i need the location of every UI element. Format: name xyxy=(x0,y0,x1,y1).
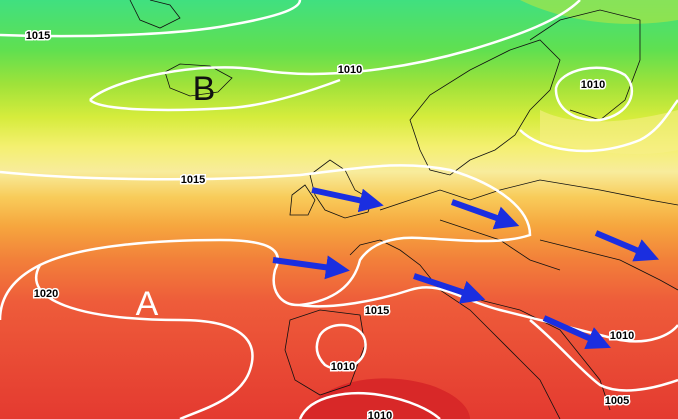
isobar-label: 1015 xyxy=(365,305,389,317)
isobar-label: 1010 xyxy=(581,79,605,91)
isobar-label: 1015 xyxy=(181,174,205,186)
wind-arrow xyxy=(413,273,486,304)
labels: 1015 1010 1010 1015 1020 1015 1010 1010 … xyxy=(24,28,635,419)
isobar-label: 1010 xyxy=(331,361,355,373)
high-pressure-center: A xyxy=(136,285,159,323)
pressure-field xyxy=(540,110,678,155)
isobar-label: 1005 xyxy=(605,395,629,407)
wind-arrow xyxy=(450,199,520,230)
isobar-label: 1010 xyxy=(338,64,362,76)
isobar-label: 1010 xyxy=(610,330,634,342)
wind-arrow xyxy=(311,187,384,213)
isobar-label: 1010 xyxy=(368,410,392,419)
wind-arrows xyxy=(272,187,660,350)
low-pressure-center: B xyxy=(193,70,216,108)
isobar-label: 1020 xyxy=(34,288,58,300)
wind-arrow xyxy=(272,255,350,280)
wind-arrow xyxy=(594,230,660,262)
coastlines xyxy=(129,0,678,419)
isobar-label: 1015 xyxy=(26,30,50,42)
pressure-field xyxy=(520,0,678,24)
wind-arrow xyxy=(542,315,611,350)
